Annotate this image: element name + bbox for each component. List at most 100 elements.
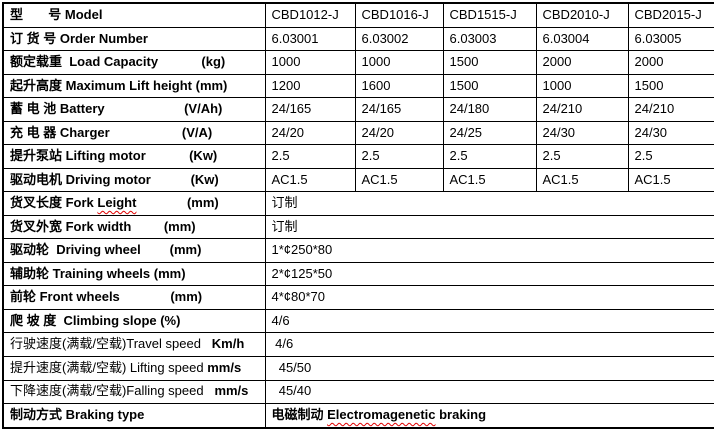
row-label-max-lift-height: 起升高度 Maximum Lift height (mm) (2, 73, 266, 99)
text-segment: 辅助轮 Training wheels (mm) (10, 265, 186, 281)
text-segment: 充 电 器 Charger (V/A) (10, 124, 213, 140)
row-label-travel-speed: 行驶速度(满载/空载)Travel speed Km/h (2, 332, 266, 357)
cell-max-lift-height-1: 1600 (354, 73, 444, 99)
cell-fork-length-0: 订制 (264, 191, 714, 216)
text-segment: 订 货 号 Order Number (10, 30, 148, 46)
table-row-falling-speed: 下降速度(满载/空载)Falling speed mm/s 45/40 (2, 379, 714, 405)
cell-load-capacity-2: 1500 (442, 50, 537, 75)
table-row-braking-type: 制动方式 Braking type 电磁制动 Electromagenetic b… (2, 403, 714, 429)
misspelled-text: Electromagenetic (327, 407, 436, 423)
cell-battery-2: 24/180 (442, 97, 537, 122)
cell-load-capacity-1: 1000 (354, 50, 444, 75)
text-segment: 下降速度(满载/空载)Falling speed (10, 383, 215, 399)
text-segment: 驱动轮 Driving wheel (mm) (10, 242, 202, 258)
text-segment: Km/h (211, 336, 245, 352)
cell-model-4: CBD2015-J (627, 2, 714, 28)
cell-charger-4: 24/30 (627, 120, 714, 146)
text-segment: 驱动电机 Driving motor (Kw) (10, 171, 219, 187)
text-segment: 前轮 Front wheels (mm) (10, 289, 203, 305)
cell-driving-motor-1: AC1.5 (354, 167, 444, 193)
cell-charger-2: 24/25 (442, 120, 537, 146)
row-label-lifting-motor: 提升泵站 Lifting motor (Kw) (2, 144, 266, 169)
text-segment: 起升高度 Maximum Lift height (mm) (10, 77, 228, 93)
table-row-lifting-motor: 提升泵站 Lifting motor (Kw) 2.5 2.5 2.5 2.5 2.5 (2, 144, 714, 169)
cell-max-lift-height-2: 1500 (442, 73, 537, 99)
cell-lifting-motor-0: 2.5 (264, 144, 356, 169)
cell-order-number-1: 6.03002 (354, 26, 444, 52)
cell-order-number-2: 6.03003 (442, 26, 537, 52)
cell-driving-motor-4: AC1.5 (627, 167, 714, 193)
cell-order-number-4: 6.03005 (627, 26, 714, 52)
cell-driving-motor-0: AC1.5 (264, 167, 356, 193)
cell-order-number-0: 6.03001 (264, 26, 356, 52)
cell-front-wheels-0: 4*¢80*70 (264, 285, 714, 310)
table-row-driving-wheel: 驱动轮 Driving wheel (mm) 1*¢250*80 (2, 238, 714, 263)
text-segment: 货叉长度 Fork (10, 195, 98, 211)
cell-max-lift-height-4: 1500 (627, 73, 714, 99)
text-segment: mm/s (214, 383, 249, 399)
cell-model-2: CBD1515-J (442, 2, 537, 28)
misspelled-text: Leight (97, 195, 137, 211)
cell-model-1: CBD1016-J (354, 2, 444, 28)
cell-lifting-motor-2: 2.5 (442, 144, 537, 169)
table-row-battery: 蓄 电 池 Battery (V/Ah) 24/165 24/165 24/180 24… (2, 97, 714, 122)
row-label-fork-length: 货叉长度 Fork Leight (mm) (2, 191, 266, 216)
table-row-climbing-slope: 爬 坡 度 Climbing slope (%) 4/6 (2, 308, 714, 334)
cell-battery-0: 24/165 (264, 97, 356, 122)
row-label-fork-width: 货叉外宽 Fork width (mm) (2, 214, 266, 240)
text-segment: 额定载重 Load Capacity (kg) (10, 54, 226, 70)
table-row-training-wheels: 辅助轮 Training wheels (mm) 2*¢125*50 (2, 261, 714, 287)
row-label-model: 型 号 Model (2, 2, 266, 28)
row-label-training-wheels: 辅助轮 Training wheels (mm) (2, 261, 266, 287)
row-label-battery: 蓄 电 池 Battery (V/Ah) (2, 97, 266, 122)
cell-charger-3: 24/30 (535, 120, 629, 146)
cell-battery-1: 24/165 (354, 97, 444, 122)
cell-charger-0: 24/20 (264, 120, 356, 146)
row-label-braking-type: 制动方式 Braking type (2, 403, 266, 429)
cell-lifting-speed-0: 45/50 (264, 355, 714, 381)
table-row-max-lift-height: 起升高度 Maximum Lift height (mm) 1200 1600 150… (2, 73, 714, 99)
cell-order-number-3: 6.03004 (535, 26, 629, 52)
cell-training-wheels-0: 2*¢125*50 (264, 261, 714, 287)
row-label-order-number: 订 货 号 Order Number (2, 26, 266, 52)
text-segment: 行驶速度(满载/空载)Travel speed (10, 336, 212, 352)
row-label-lifting-speed: 提升速度(满载/空载) Lifting speed mm/s (2, 355, 266, 381)
cell-load-capacity-4: 2000 (627, 50, 714, 75)
cell-lifting-motor-3: 2.5 (535, 144, 629, 169)
table-row-fork-length: 货叉长度 Fork Leight (mm) 订制 (2, 191, 714, 216)
cell-load-capacity-0: 1000 (264, 50, 356, 75)
text-segment: 型 号 Model (10, 6, 103, 22)
cell-model-0: CBD1012-J (264, 2, 356, 28)
cell-battery-3: 24/210 (535, 97, 629, 122)
row-label-front-wheels: 前轮 Front wheels (mm) (2, 285, 266, 310)
table-row-model: 型 号 Model CBD1012-J CBD1016-J CBD1515-J CBD2… (2, 2, 714, 28)
cell-braking-type-0: 电磁制动 Electromagenetic braking (264, 403, 714, 429)
cell-model-3: CBD2010-J (535, 2, 629, 28)
text-segment: mm/s (207, 359, 242, 375)
row-label-falling-speed: 下降速度(满载/空载)Falling speed mm/s (2, 379, 266, 405)
cell-travel-speed-0: 4/6 (264, 332, 714, 357)
table-row-travel-speed: 行驶速度(满载/空载)Travel speed Km/h 4/6 (2, 332, 714, 357)
cell-driving-motor-3: AC1.5 (535, 167, 629, 193)
cell-lifting-motor-4: 2.5 (627, 144, 714, 169)
table-row-order-number: 订 货 号 Order Number 6.03001 6.03002 6.03003 6… (2, 26, 714, 52)
table-row-front-wheels: 前轮 Front wheels (mm) 4*¢80*70 (2, 285, 714, 310)
cell-driving-wheel-0: 1*¢250*80 (264, 238, 714, 263)
cell-fork-width-0: 订制 (264, 214, 714, 240)
cell-falling-speed-0: 45/40 (264, 379, 714, 405)
text-segment: braking (435, 407, 487, 423)
text-segment: 爬 坡 度 Climbing slope (%) (10, 312, 181, 328)
row-label-driving-wheel: 驱动轮 Driving wheel (mm) (2, 238, 266, 263)
cell-lifting-motor-1: 2.5 (354, 144, 444, 169)
cell-max-lift-height-3: 1000 (535, 73, 629, 99)
table-row-driving-motor: 驱动电机 Driving motor (Kw) AC1.5 AC1.5 AC1.5 AC… (2, 167, 714, 193)
cell-charger-1: 24/20 (354, 120, 444, 146)
cell-driving-motor-2: AC1.5 (442, 167, 537, 193)
text-segment: 制动方式 Braking type (10, 407, 145, 423)
text-segment: 提升速度(满载/空载) Lifting speed (10, 359, 208, 375)
text-segment: 蓄 电 池 Battery (V/Ah) (10, 101, 223, 117)
cell-climbing-slope-0: 4/6 (264, 308, 714, 334)
row-label-charger: 充 电 器 Charger (V/A) (2, 120, 266, 146)
